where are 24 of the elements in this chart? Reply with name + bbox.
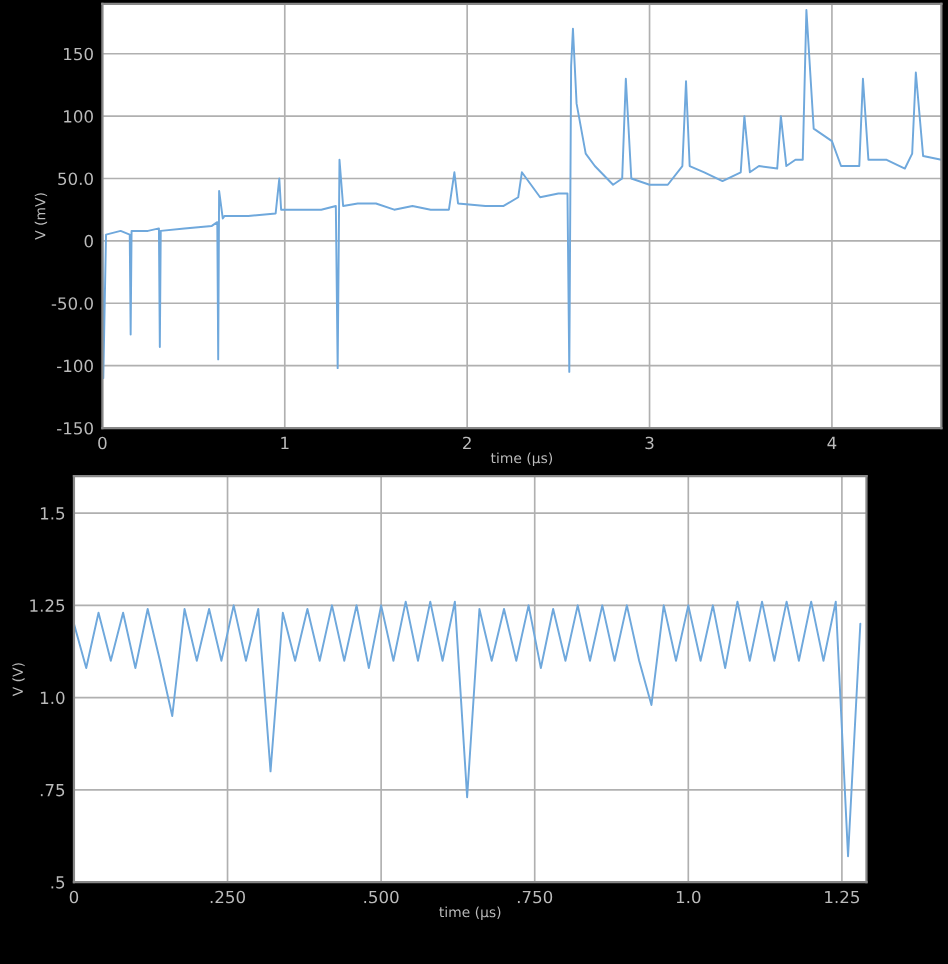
- y-tick-label: 1.0: [40, 691, 65, 705]
- y-tick-label: .75: [40, 784, 65, 797]
- x-tick-label: 1.0: [676, 890, 701, 904]
- x-tick-label: 4: [827, 436, 837, 450]
- x-tick-label: 0: [98, 436, 107, 450]
- y-tick-label: 0: [84, 234, 93, 248]
- x-tick-label: 1: [281, 436, 289, 450]
- line-series: [102, 9, 942, 380]
- x-tick-label: 3: [645, 436, 654, 450]
- y-tick-label: 50.0: [58, 172, 93, 186]
- y-tick-label: 1.5: [40, 507, 65, 520]
- y-tick-label: -100: [57, 359, 93, 373]
- y-tick-label: .5: [51, 876, 65, 889]
- y-tick-label: 150: [64, 47, 93, 61]
- x-tick-label: .500: [364, 890, 399, 904]
- y-tick-label: 1.25: [30, 599, 65, 612]
- line-series: [73, 600, 862, 858]
- x-tick-label: 1.25: [825, 890, 859, 904]
- y-tick-label: -50.0: [51, 297, 93, 310]
- x-tick-label: 2: [463, 436, 471, 450]
- x-tick-label: .250: [210, 890, 245, 904]
- x-tick-label: .750: [517, 890, 553, 904]
- y-tick-label: -150: [57, 421, 93, 435]
- y-tick-label: 100: [64, 110, 93, 123]
